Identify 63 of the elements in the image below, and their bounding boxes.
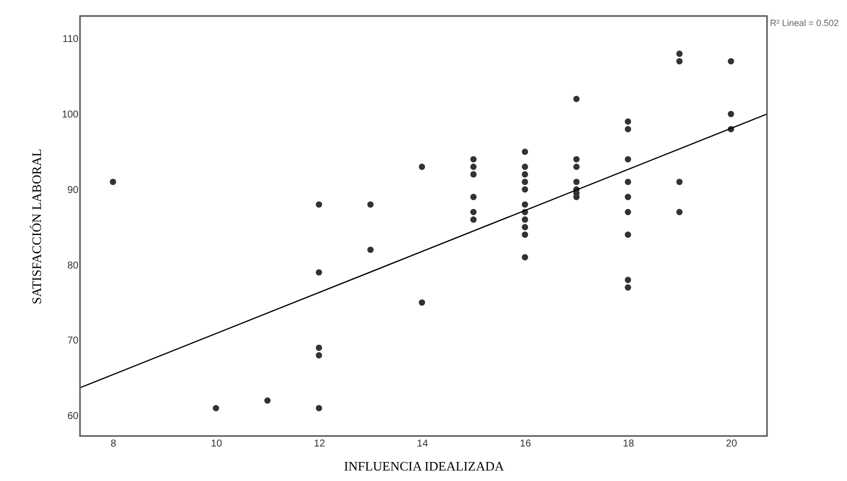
point	[624, 232, 632, 238]
point	[573, 178, 580, 186]
point	[624, 118, 632, 125]
point	[728, 58, 734, 64]
y-tick-label: 80	[67, 260, 79, 272]
point	[522, 232, 528, 238]
point	[470, 194, 477, 200]
point	[624, 156, 632, 162]
point	[676, 208, 683, 216]
y-tick-label: 70	[67, 336, 79, 347]
point	[316, 269, 322, 276]
point	[367, 246, 374, 253]
text: R² Lineal = 0.502	[770, 18, 839, 28]
point	[367, 201, 374, 208]
y-tick-label: 110	[62, 34, 79, 46]
point	[470, 164, 477, 170]
point	[624, 208, 632, 216]
point	[264, 397, 271, 404]
point	[624, 126, 632, 132]
point	[316, 201, 322, 208]
point	[418, 164, 426, 170]
x-axis-title: INFLUENCIA IDEALIZADA	[344, 458, 505, 474]
point	[573, 156, 580, 162]
point	[522, 164, 528, 170]
point	[470, 208, 477, 216]
point	[212, 404, 220, 412]
point	[470, 156, 477, 162]
point	[624, 194, 632, 200]
x-tick-label: 14	[416, 438, 428, 450]
point	[316, 352, 322, 358]
point	[676, 178, 683, 186]
point	[522, 224, 528, 230]
point	[573, 96, 580, 102]
x-tick-label: 18	[622, 438, 634, 450]
point	[522, 216, 528, 223]
point	[522, 148, 528, 155]
point	[316, 404, 322, 412]
point	[624, 284, 632, 291]
y-tick-label: 100	[62, 110, 79, 121]
point	[728, 110, 734, 118]
point	[624, 276, 632, 284]
point	[522, 254, 528, 260]
y-axis-title: SATISFACCIÓN LABORAL	[28, 148, 44, 304]
point	[573, 164, 580, 170]
point	[522, 186, 528, 193]
x-tick-label: 20	[726, 438, 738, 450]
point	[676, 58, 683, 64]
point	[624, 178, 632, 186]
x-tick-label: 16	[520, 438, 532, 450]
point	[470, 171, 477, 178]
y-tick-label: 60	[67, 411, 79, 422]
point	[110, 178, 116, 186]
point	[418, 299, 426, 306]
point	[316, 344, 322, 351]
x-tick-label: 12	[314, 438, 326, 450]
x-tick-label: 8	[110, 438, 117, 450]
point	[676, 50, 683, 57]
point	[522, 178, 528, 186]
point	[470, 216, 477, 223]
point	[522, 201, 528, 208]
y-tick-label: 90	[67, 184, 79, 196]
x-tick-label: 10	[210, 438, 222, 450]
point	[522, 171, 528, 178]
